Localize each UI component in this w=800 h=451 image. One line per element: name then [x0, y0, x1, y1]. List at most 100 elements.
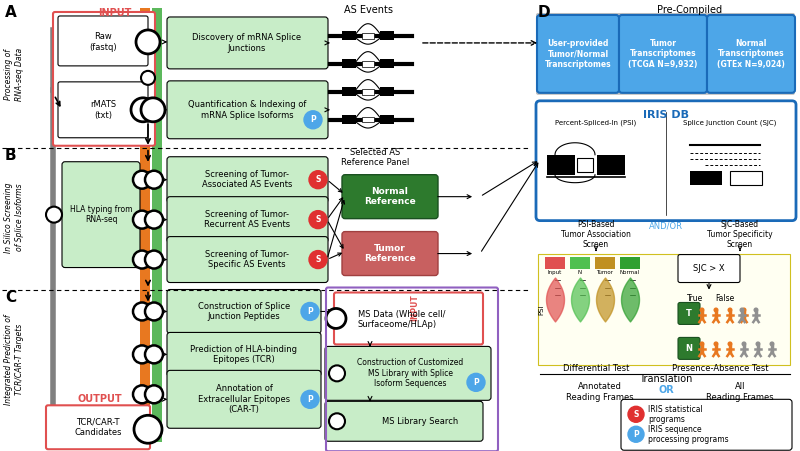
- FancyBboxPatch shape: [167, 237, 328, 282]
- Bar: [545, 257, 565, 268]
- Circle shape: [742, 341, 746, 346]
- Text: SJC-Based
Tumor Specificity
Screen: SJC-Based Tumor Specificity Screen: [707, 220, 773, 249]
- FancyBboxPatch shape: [536, 101, 796, 221]
- Circle shape: [304, 111, 322, 129]
- Circle shape: [145, 345, 163, 364]
- Bar: [362, 89, 374, 95]
- Circle shape: [739, 308, 745, 313]
- Text: P: P: [307, 395, 313, 404]
- Text: Pre-Compiled: Pre-Compiled: [658, 5, 722, 15]
- Circle shape: [714, 308, 718, 313]
- FancyBboxPatch shape: [678, 254, 740, 282]
- FancyBboxPatch shape: [53, 12, 155, 146]
- Bar: [620, 257, 640, 268]
- Bar: [380, 60, 394, 69]
- Bar: [342, 32, 356, 41]
- Bar: [595, 257, 615, 268]
- Text: S: S: [315, 215, 321, 224]
- Text: All
Reading Frames: All Reading Frames: [706, 382, 774, 402]
- Text: IRIS sequence
processing programs: IRIS sequence processing programs: [648, 424, 729, 444]
- FancyBboxPatch shape: [167, 290, 321, 333]
- Text: Construction of Customized
MS Library with Splice
Isoform Sequences: Construction of Customized MS Library wi…: [357, 359, 463, 388]
- Circle shape: [727, 341, 733, 346]
- Bar: [380, 87, 394, 97]
- Text: Discovery of mRNA Splice
Junctions: Discovery of mRNA Splice Junctions: [193, 33, 302, 53]
- Text: Screening of Tumor-
Recurrent AS Events: Screening of Tumor- Recurrent AS Events: [204, 210, 290, 229]
- FancyBboxPatch shape: [678, 303, 700, 324]
- Circle shape: [145, 251, 163, 268]
- Circle shape: [145, 385, 163, 403]
- Text: IRIS statistical
programs: IRIS statistical programs: [648, 405, 702, 424]
- Text: PSI-Based
Tumor Association
Screen: PSI-Based Tumor Association Screen: [561, 220, 631, 249]
- Text: Translation: Translation: [639, 374, 693, 384]
- Text: P: P: [310, 115, 316, 124]
- Text: Tumor: Tumor: [597, 270, 614, 275]
- Text: MS Library Search: MS Library Search: [382, 417, 458, 426]
- FancyBboxPatch shape: [621, 399, 792, 450]
- Bar: [577, 158, 593, 172]
- Text: SJC > X: SJC > X: [693, 264, 725, 273]
- Circle shape: [742, 308, 746, 313]
- Text: A: A: [5, 5, 17, 20]
- Circle shape: [326, 308, 346, 328]
- Text: P: P: [633, 430, 639, 439]
- Circle shape: [467, 373, 485, 391]
- FancyBboxPatch shape: [334, 293, 483, 345]
- Text: N: N: [578, 270, 582, 275]
- Circle shape: [628, 406, 644, 422]
- Text: HLA typing from
RNA-seq: HLA typing from RNA-seq: [70, 205, 132, 224]
- Text: MS Data (Whole cell/
Surfaceome/HLAp): MS Data (Whole cell/ Surfaceome/HLAp): [358, 310, 446, 329]
- FancyBboxPatch shape: [619, 15, 707, 93]
- Text: Percent-Spliced-In (PSI): Percent-Spliced-In (PSI): [555, 120, 637, 126]
- Text: Normal: Normal: [620, 270, 640, 275]
- Text: Quantification & Indexing of
mRNA Splice Isoforms: Quantification & Indexing of mRNA Splice…: [188, 100, 306, 120]
- FancyBboxPatch shape: [58, 82, 148, 138]
- Text: In Silico Screening
of Splice Isoforms: In Silico Screening of Splice Isoforms: [4, 182, 24, 253]
- Bar: [140, 8, 150, 442]
- Text: TCR/CAR-T
Candidates: TCR/CAR-T Candidates: [74, 418, 122, 437]
- Text: Tumor
Transcriptomes
(TCGA N=9,932): Tumor Transcriptomes (TCGA N=9,932): [628, 39, 698, 69]
- Bar: [570, 257, 590, 268]
- Circle shape: [770, 341, 774, 346]
- FancyBboxPatch shape: [167, 370, 321, 428]
- Text: Normal
Transcriptomes
(GTEx N=9,024): Normal Transcriptomes (GTEx N=9,024): [717, 39, 785, 69]
- FancyBboxPatch shape: [678, 337, 700, 359]
- Circle shape: [628, 426, 644, 442]
- Text: Annotated
Reading Frames: Annotated Reading Frames: [566, 382, 634, 402]
- Circle shape: [329, 365, 345, 382]
- Text: S: S: [634, 410, 638, 419]
- Text: P: P: [473, 378, 479, 387]
- Circle shape: [133, 303, 151, 321]
- Circle shape: [145, 211, 163, 229]
- Text: OUTPUT: OUTPUT: [78, 394, 122, 405]
- Bar: [342, 115, 356, 124]
- Text: Splice Junction Count (SJC): Splice Junction Count (SJC): [683, 120, 777, 126]
- FancyBboxPatch shape: [167, 81, 328, 139]
- Text: Presence-Absence Test: Presence-Absence Test: [672, 364, 768, 373]
- Bar: [380, 32, 394, 41]
- Bar: [342, 87, 356, 97]
- Text: B: B: [5, 148, 17, 163]
- Bar: [152, 8, 162, 442]
- FancyBboxPatch shape: [46, 405, 150, 449]
- Circle shape: [309, 251, 327, 268]
- Text: P: P: [307, 307, 313, 316]
- Text: OR: OR: [658, 385, 674, 396]
- Circle shape: [145, 303, 163, 321]
- Circle shape: [133, 345, 151, 364]
- Bar: [538, 253, 790, 365]
- Text: Differential Test: Differential Test: [563, 364, 629, 373]
- Text: User-provided
Tumor/Normal
Transcriptomes: User-provided Tumor/Normal Transcriptome…: [545, 39, 611, 69]
- Circle shape: [141, 71, 155, 85]
- Circle shape: [755, 341, 761, 346]
- Text: Construction of Splice
Junction Peptides: Construction of Splice Junction Peptides: [198, 302, 290, 321]
- Text: S: S: [315, 255, 321, 264]
- Circle shape: [134, 415, 162, 443]
- Circle shape: [699, 341, 705, 346]
- FancyBboxPatch shape: [167, 332, 321, 376]
- Circle shape: [131, 98, 155, 122]
- Text: False: False: [715, 295, 734, 304]
- Text: D: D: [538, 5, 550, 20]
- Text: INPUT: INPUT: [410, 295, 419, 321]
- Circle shape: [301, 303, 319, 321]
